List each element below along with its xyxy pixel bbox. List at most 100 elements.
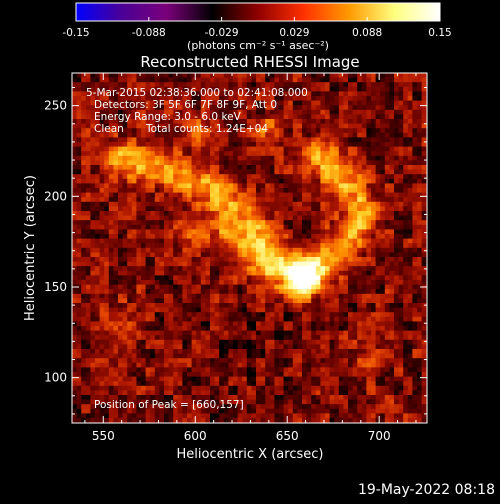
heatmap-pixel: [256, 174, 261, 179]
heatmap-pixel: [72, 308, 77, 313]
heatmap-pixel: [399, 206, 404, 211]
heatmap-pixel: [146, 137, 151, 142]
heatmap-pixel: [113, 160, 118, 165]
heatmap-pixel: [86, 234, 91, 239]
heatmap-pixel: [146, 321, 151, 326]
heatmap-pixel: [348, 308, 353, 313]
heatmap-pixel: [376, 91, 381, 96]
heatmap-pixel: [173, 280, 178, 285]
heatmap-pixel: [412, 340, 417, 345]
heatmap-pixel: [215, 225, 220, 230]
heatmap-pixel: [270, 326, 275, 331]
heatmap-pixel: [118, 193, 123, 198]
heatmap-pixel: [155, 280, 160, 285]
heatmap-pixel: [389, 193, 394, 198]
heatmap-pixel: [205, 142, 210, 147]
heatmap-pixel: [150, 294, 155, 299]
heatmap-pixel: [233, 262, 238, 267]
heatmap-pixel: [357, 298, 362, 303]
heatmap-pixel: [242, 202, 247, 207]
heatmap-pixel: [196, 151, 201, 156]
heatmap-pixel: [81, 78, 86, 83]
heatmap-pixel: [279, 289, 284, 294]
heatmap-pixel: [297, 285, 302, 290]
heatmap-pixel: [279, 197, 284, 202]
heatmap-pixel: [348, 225, 353, 230]
heatmap-pixel: [261, 289, 266, 294]
heatmap-pixel: [307, 294, 312, 299]
heatmap-pixel: [343, 202, 348, 207]
heatmap-pixel: [311, 344, 316, 349]
heatmap-pixel: [178, 308, 183, 313]
heatmap-pixel: [100, 262, 105, 267]
heatmap-pixel: [205, 239, 210, 244]
heatmap-pixel: [251, 202, 256, 207]
heatmap-pixel: [86, 326, 91, 331]
heatmap-pixel: [224, 78, 229, 83]
heatmap-pixel: [100, 225, 105, 230]
heatmap-pixel: [288, 303, 293, 308]
heatmap-pixel: [385, 151, 390, 156]
heatmap-pixel: [325, 137, 330, 142]
heatmap-pixel: [297, 179, 302, 184]
heatmap-pixel: [155, 331, 160, 336]
heatmap-pixel: [412, 87, 417, 92]
heatmap-pixel: [196, 174, 201, 179]
heatmap-pixel: [394, 349, 399, 354]
heatmap-pixel: [325, 91, 330, 96]
heatmap-pixel: [233, 220, 238, 225]
heatmap-pixel: [205, 344, 210, 349]
heatmap-pixel: [86, 289, 91, 294]
heatmap-pixel: [325, 124, 330, 129]
heatmap-pixel: [284, 114, 289, 119]
heatmap-pixel: [150, 229, 155, 234]
heatmap-pixel: [389, 156, 394, 161]
heatmap-pixel: [362, 110, 367, 115]
heatmap-pixel: [169, 179, 174, 184]
heatmap-pixel: [325, 197, 330, 202]
heatmap-pixel: [394, 234, 399, 239]
heatmap-pixel: [127, 294, 132, 299]
heatmap-pixel: [316, 137, 321, 142]
heatmap-pixel: [192, 239, 197, 244]
heatmap-pixel: [150, 275, 155, 280]
heatmap-pixel: [412, 280, 417, 285]
heatmap-pixel: [182, 285, 187, 290]
heatmap-pixel: [389, 229, 394, 234]
heatmap-pixel: [320, 87, 325, 92]
heatmap-pixel: [399, 266, 404, 271]
heatmap-pixel: [408, 317, 413, 322]
heatmap-pixel: [320, 124, 325, 129]
heatmap-pixel: [403, 317, 408, 322]
heatmap-pixel: [182, 354, 187, 359]
heatmap-pixel: [233, 234, 238, 239]
heatmap-pixel: [205, 280, 210, 285]
heatmap-pixel: [247, 137, 252, 142]
heatmap-pixel: [274, 174, 279, 179]
heatmap-pixel: [385, 160, 390, 165]
heatmap-pixel: [316, 91, 321, 96]
heatmap-pixel: [302, 124, 307, 129]
heatmap-pixel: [118, 197, 123, 202]
heatmap-pixel: [325, 183, 330, 188]
heatmap-pixel: [132, 229, 137, 234]
heatmap-pixel: [394, 216, 399, 221]
heatmap-pixel: [376, 298, 381, 303]
heatmap-pixel: [302, 239, 307, 244]
heatmap-pixel: [357, 340, 362, 345]
heatmap-pixel: [109, 312, 114, 317]
heatmap-pixel: [284, 262, 289, 267]
heatmap-pixel: [422, 257, 427, 262]
heatmap-pixel: [353, 344, 358, 349]
heatmap-pixel: [284, 73, 289, 78]
heatmap-pixel: [123, 229, 128, 234]
heatmap-pixel: [376, 193, 381, 198]
heatmap-pixel: [127, 354, 132, 359]
heatmap-pixel: [159, 280, 164, 285]
heatmap-pixel: [376, 179, 381, 184]
heatmap-pixel: [192, 280, 197, 285]
heatmap-pixel: [376, 308, 381, 313]
heatmap-pixel: [95, 206, 100, 211]
heatmap-pixel: [247, 294, 252, 299]
heatmap-pixel: [270, 114, 275, 119]
